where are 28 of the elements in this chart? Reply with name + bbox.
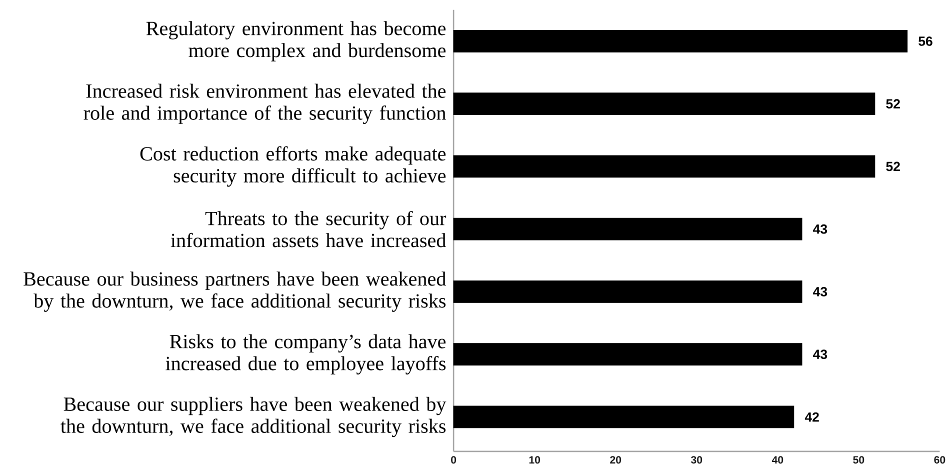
data-label: 43 [813, 224, 828, 234]
data-label: 52 [886, 162, 900, 172]
y-tick-label: Cost reduction efforts make adequate security more difficult to achieve [140, 146, 446, 187]
x-tick-label: 60 [934, 456, 946, 464]
y-tick-label: Because our business partners have been weakened by the downturn, we face additional security risks [24, 271, 446, 312]
bar [453, 406, 794, 428]
data-label: 43 [813, 286, 828, 296]
y-tick-label: Threats to the security of our information assets have increased [170, 210, 446, 248]
y-tick-label: Regulatory environment has become more complex and burdensome [146, 21, 446, 62]
data-label: 52 [886, 99, 900, 108]
data-label: 43 [813, 350, 828, 359]
x-tick-label: 30 [690, 456, 702, 464]
y-tick-label: Increased risk environment has elevated the role and importance of the security function [84, 84, 446, 124]
y-tick-label: Risks to the company’s data have increased due to employee layoffs [166, 334, 446, 374]
x-tick-label: 0 [451, 456, 456, 464]
bar [453, 155, 876, 178]
bar [453, 30, 908, 52]
x-tick-label: 10 [529, 456, 540, 464]
x-tick-label: 20 [610, 456, 622, 464]
bar [453, 343, 802, 366]
data-label: 56 [918, 36, 932, 46]
data-label: 42 [804, 412, 819, 422]
x-tick-label: 40 [772, 456, 784, 464]
bar [453, 280, 802, 303]
bar [453, 218, 802, 240]
bar [453, 92, 876, 115]
y-tick-label: Because our suppliers have been weakened by the downturn, we face additional security risks [60, 396, 446, 437]
x-tick-label: 50 [853, 456, 864, 464]
